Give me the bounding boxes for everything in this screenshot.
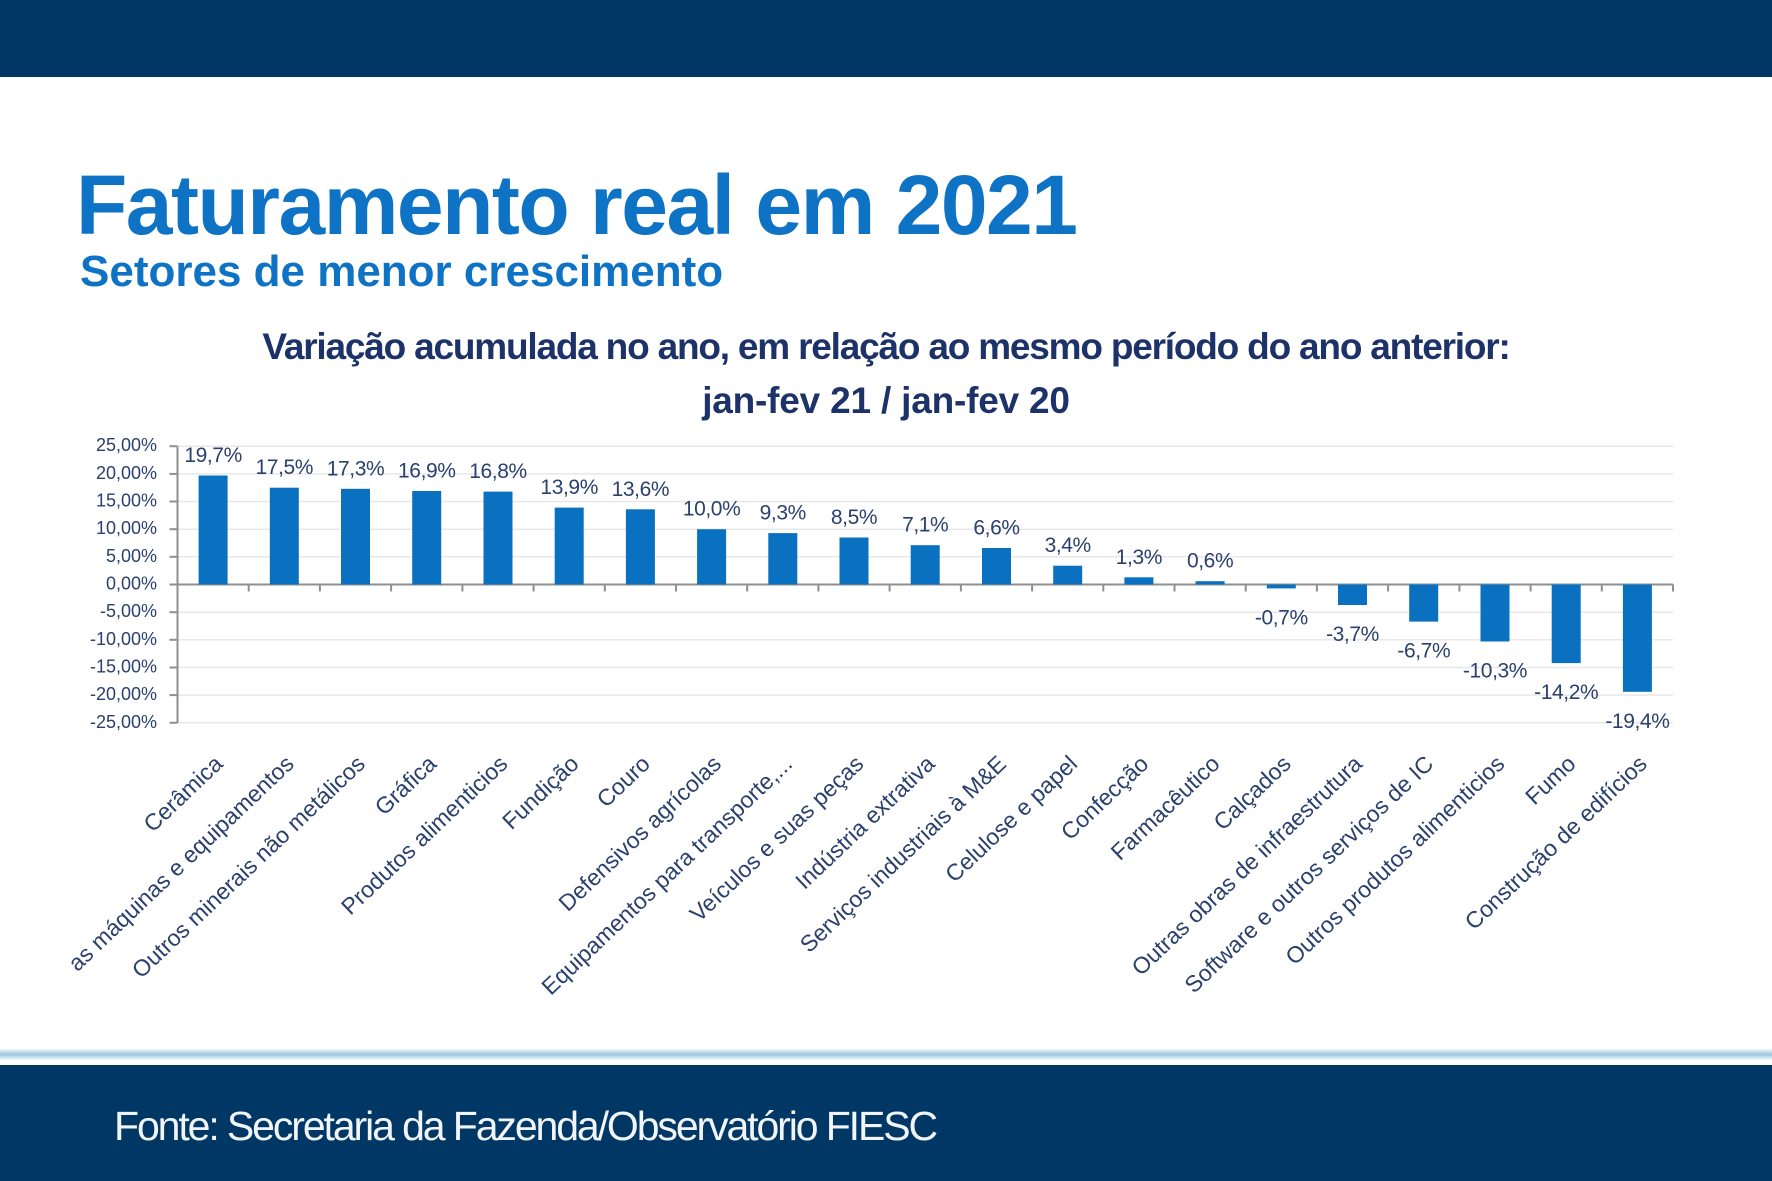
svg-text:-25,00%: -25,00%	[90, 712, 157, 732]
svg-text:Fundição: Fundição	[497, 750, 584, 834]
svg-text:25,00%: 25,00%	[96, 435, 157, 455]
svg-text:0,00%: 0,00%	[106, 574, 157, 594]
svg-text:-3,7%: -3,7%	[1326, 623, 1379, 646]
svg-text:Celulose e papel: Celulose e papel	[940, 750, 1082, 887]
svg-text:15,00%: 15,00%	[96, 491, 157, 511]
svg-text:8,5%: 8,5%	[831, 506, 877, 529]
svg-text:Couro: Couro	[591, 750, 654, 812]
svg-text:0,6%: 0,6%	[1187, 550, 1233, 573]
svg-text:-20,00%: -20,00%	[90, 684, 157, 704]
svg-text:1,3%: 1,3%	[1116, 546, 1162, 569]
svg-text:13,6%: 13,6%	[612, 478, 670, 501]
svg-text:6,6%: 6,6%	[973, 517, 1019, 540]
svg-text:-19,4%: -19,4%	[1605, 710, 1669, 733]
svg-text:-0,7%: -0,7%	[1255, 606, 1308, 629]
svg-text:3,4%: 3,4%	[1045, 534, 1091, 557]
svg-text:7,1%: 7,1%	[902, 514, 948, 537]
svg-text:Fumo: Fumo	[1520, 750, 1581, 809]
svg-text:16,9%: 16,9%	[398, 460, 456, 483]
svg-text:13,9%: 13,9%	[540, 476, 598, 499]
svg-text:-15,00%: -15,00%	[90, 657, 157, 677]
svg-text:10,00%: 10,00%	[96, 518, 157, 538]
svg-text:-5,00%: -5,00%	[100, 601, 157, 621]
svg-text:-6,7%: -6,7%	[1397, 640, 1450, 663]
svg-text:-14,2%: -14,2%	[1534, 681, 1598, 704]
svg-text:-10,3%: -10,3%	[1463, 660, 1527, 683]
svg-text:5,00%: 5,00%	[106, 546, 157, 566]
svg-text:16,8%: 16,8%	[469, 460, 527, 483]
svg-text:17,5%: 17,5%	[256, 456, 314, 479]
svg-text:-10,00%: -10,00%	[90, 629, 157, 649]
svg-text:9,3%: 9,3%	[760, 502, 806, 525]
svg-text:19,7%: 19,7%	[184, 444, 242, 467]
svg-text:10,0%: 10,0%	[683, 498, 741, 521]
svg-text:20,00%: 20,00%	[96, 463, 157, 483]
svg-text:17,3%: 17,3%	[327, 457, 385, 480]
